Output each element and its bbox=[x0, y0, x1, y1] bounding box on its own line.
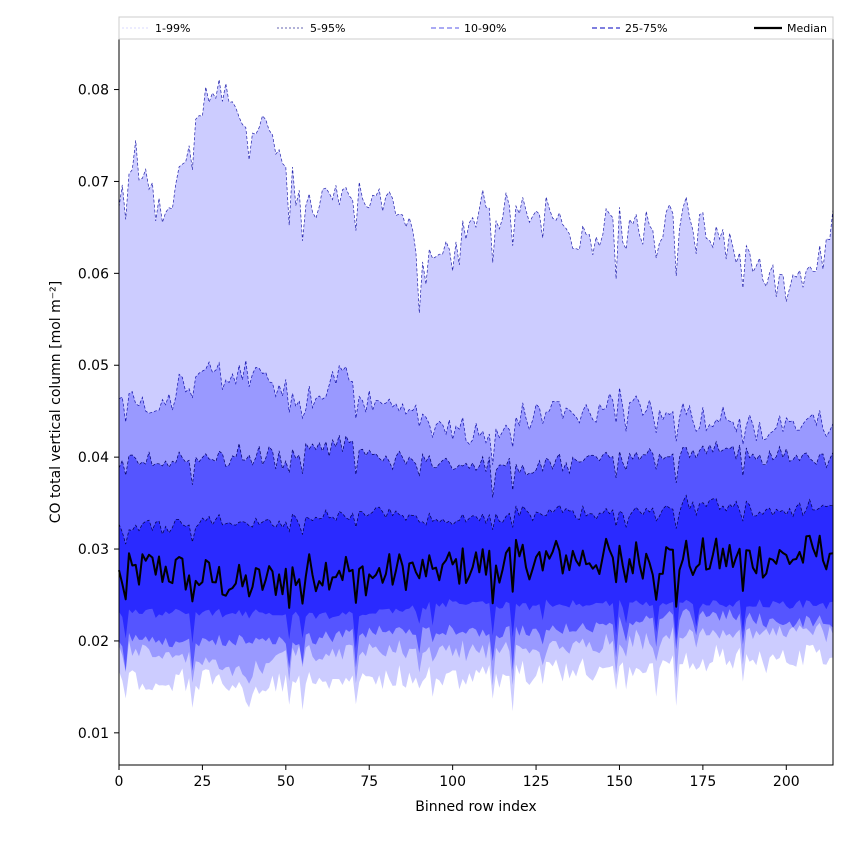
y-tick-label-0.02: 0.02 bbox=[78, 634, 109, 650]
y-tick-label-0.03: 0.03 bbox=[78, 542, 109, 558]
x-axis: 0 25 50 75 100 125 150 175 200 bbox=[115, 765, 800, 790]
legend-label-10-90%: 10-90% bbox=[464, 22, 506, 35]
x-tick-label-50: 50 bbox=[277, 774, 295, 790]
legend-label-Median: Median bbox=[787, 22, 827, 35]
band-1-99%-upper-line bbox=[118, 79, 834, 314]
y-axis: 0.01 0.02 0.03 0.04 0.05 0.06 0.07 0.08 bbox=[78, 83, 119, 742]
x-tick-label-25: 25 bbox=[193, 774, 211, 790]
x-tick-label-100: 100 bbox=[439, 774, 466, 790]
legend-label-5-95%: 5-95% bbox=[310, 22, 345, 35]
legend-label-25-75%: 25-75% bbox=[625, 22, 667, 35]
x-tick-label-175: 175 bbox=[690, 774, 717, 790]
band-25-75%-area bbox=[119, 495, 833, 649]
band-25-75%-upper-line bbox=[118, 494, 834, 545]
y-tick-label-0.01: 0.01 bbox=[78, 726, 109, 742]
bands-layer bbox=[118, 79, 834, 712]
y-tick-label-0.06: 0.06 bbox=[78, 266, 109, 282]
y-tick-label-0.04: 0.04 bbox=[78, 450, 109, 466]
band-10-90%-upper-line bbox=[118, 434, 834, 498]
legend-box bbox=[118, 16, 834, 40]
x-tick-label-200: 200 bbox=[773, 774, 800, 790]
median-line bbox=[118, 534, 834, 609]
legend: 1-99% 5-95% 10-90% 25-75% Median bbox=[118, 16, 834, 40]
band-5-95%-upper-line bbox=[118, 360, 834, 465]
y-tick-label-0.07: 0.07 bbox=[78, 174, 109, 190]
x-tick-label-125: 125 bbox=[523, 774, 550, 790]
y-tick-label-0.08: 0.08 bbox=[78, 83, 109, 99]
y-axis-label: CO total vertical column [mol m⁻²] bbox=[48, 281, 64, 523]
y-tick-label-0.05: 0.05 bbox=[78, 358, 109, 374]
x-tick-label-0: 0 bbox=[115, 774, 124, 790]
x-tick-label-75: 75 bbox=[360, 774, 378, 790]
x-tick-label-150: 150 bbox=[606, 774, 633, 790]
median-layer bbox=[118, 534, 834, 609]
x-axis-label: Binned row index bbox=[415, 799, 536, 815]
legend-label-1-99%: 1-99% bbox=[155, 22, 190, 35]
